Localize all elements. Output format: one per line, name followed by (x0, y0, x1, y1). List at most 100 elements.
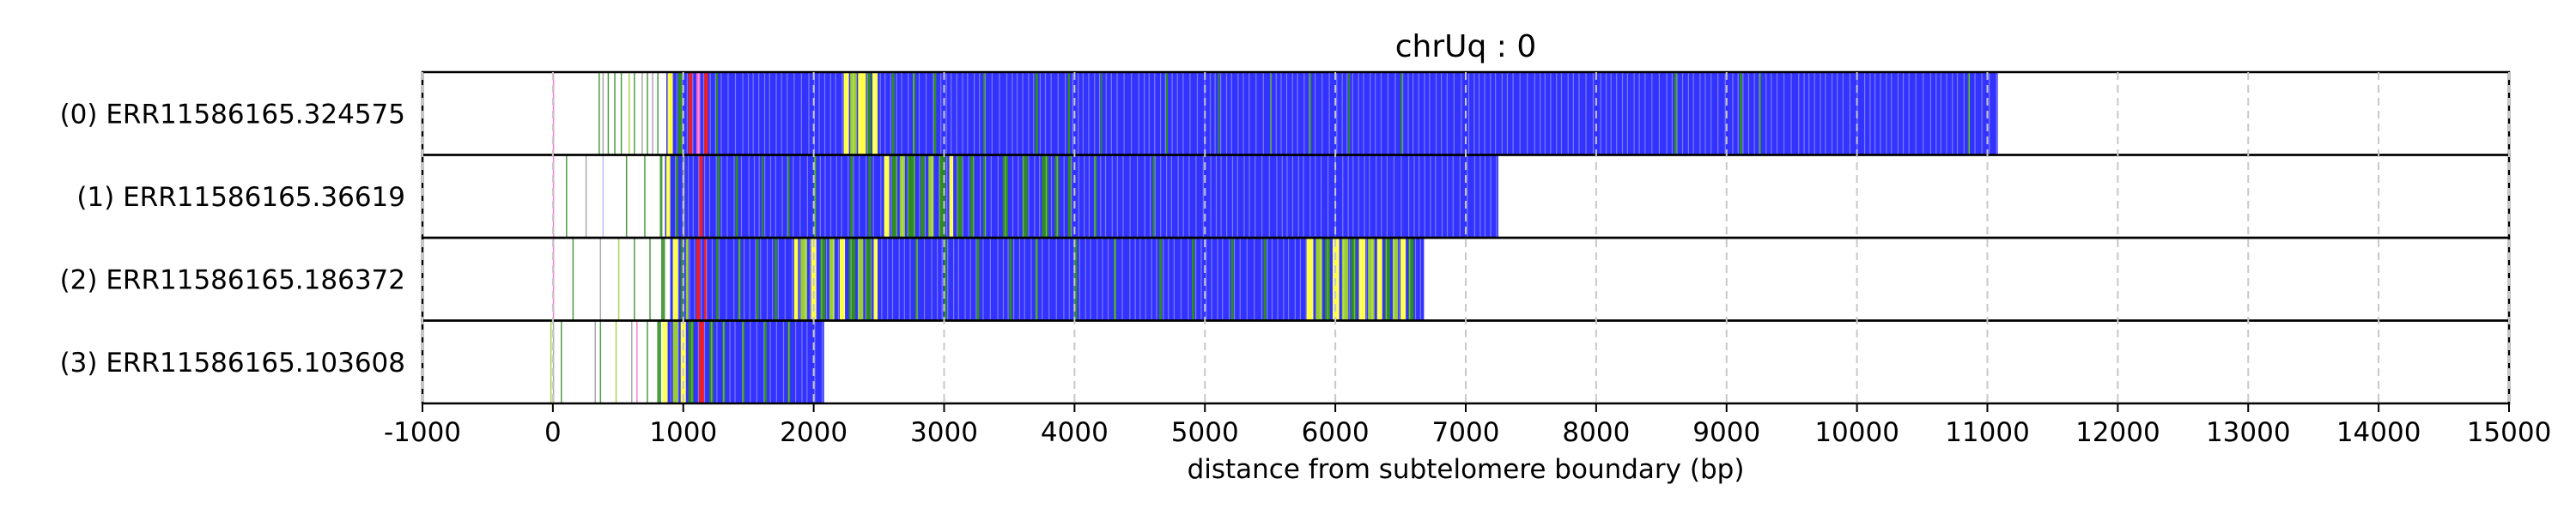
read-segment (872, 72, 878, 155)
read-texture-line (1305, 238, 1307, 321)
read-texture-line (1479, 154, 1481, 238)
read-texture-line (1297, 154, 1299, 238)
read-segment (848, 238, 856, 321)
read-segment (628, 72, 630, 155)
read-texture-line (1016, 72, 1018, 155)
read-texture-line (799, 238, 801, 321)
x-tick-label: 15000 (2467, 417, 2552, 448)
read-texture-line (806, 154, 808, 238)
read-texture-line (1328, 72, 1330, 155)
read-texture-line (815, 238, 817, 321)
read-texture-line (1400, 154, 1402, 238)
read-segment (983, 154, 987, 238)
read-texture-line (871, 238, 872, 321)
read-texture-line (890, 154, 892, 238)
read-texture-line (1353, 238, 1356, 321)
read-texture-line (1189, 72, 1191, 155)
read-texture-line (898, 238, 900, 321)
read-texture-line (1246, 238, 1248, 321)
read-segment (1400, 72, 1403, 155)
read-segment (738, 238, 741, 321)
read-texture-line (874, 72, 876, 155)
read-texture-line (1102, 238, 1103, 321)
read-segment (696, 238, 701, 321)
read-texture-line (1254, 238, 1255, 321)
read-texture-line (982, 238, 984, 321)
read-segment (1358, 238, 1366, 321)
read-segment (688, 72, 693, 155)
read-segment (709, 320, 714, 403)
read-texture-line (1088, 72, 1090, 155)
x-tick-label: 11000 (1945, 417, 2030, 448)
read-texture-line (1681, 72, 1684, 155)
read-texture-line (1139, 238, 1141, 321)
read-texture-line (1908, 72, 1910, 155)
read-texture-line (1226, 154, 1228, 238)
read-texture-line (1176, 72, 1178, 155)
read-texture-line (1039, 72, 1042, 155)
read-texture-line (711, 320, 713, 403)
read-texture-line (1704, 72, 1706, 155)
read-segment (1192, 238, 1195, 321)
read-texture-line (1495, 72, 1497, 155)
read-texture-line (1413, 154, 1415, 238)
read-texture-line (1291, 154, 1294, 238)
read-segment (891, 154, 897, 238)
read-texture-line (991, 72, 993, 155)
read-texture-line (1519, 72, 1521, 155)
read-texture-line (727, 72, 729, 155)
x-tick-label: 2000 (780, 417, 848, 448)
read-texture-line (1055, 238, 1057, 321)
read-texture-line (1182, 72, 1184, 155)
read-segment (850, 154, 854, 238)
read-texture-line (822, 320, 823, 403)
read-texture-line (733, 154, 735, 238)
read-texture-line (1276, 154, 1278, 238)
read-segment (715, 72, 718, 155)
read-segment (915, 238, 919, 321)
read-texture-line (814, 320, 816, 403)
read-texture-line (1129, 154, 1131, 238)
read-segment (666, 154, 671, 238)
read-texture-line (1012, 154, 1014, 238)
read-texture-line (675, 154, 677, 238)
read-texture-line (1262, 72, 1264, 155)
read-texture-line (973, 72, 975, 155)
read-texture-line (801, 320, 803, 403)
read-texture-line (1336, 72, 1338, 155)
read-segment (647, 320, 648, 403)
read-segment (858, 238, 864, 321)
read-segment (866, 238, 872, 321)
read-texture-line (692, 72, 694, 155)
read-segment (787, 320, 791, 403)
read-segment (683, 154, 685, 238)
read-segment (680, 238, 683, 321)
read-texture-line (925, 72, 927, 155)
read-texture-line (742, 320, 744, 403)
read-segment (907, 154, 916, 238)
read-texture-line (880, 154, 882, 238)
read-texture-line (1946, 72, 1947, 155)
x-axis-label: distance from subtelomere boundary (bp) (1188, 454, 1745, 485)
read-texture-line (1110, 72, 1112, 155)
read-texture-line (809, 238, 811, 321)
read-texture-line (1327, 154, 1329, 238)
read-texture-line (1105, 72, 1107, 155)
read-texture-line (1007, 238, 1009, 321)
read-texture-line (734, 320, 736, 403)
read-segment (625, 154, 628, 238)
read-texture-line (1082, 72, 1084, 155)
read-texture-line (1280, 72, 1282, 155)
read-segment (585, 154, 587, 238)
read-segment (1400, 238, 1406, 321)
read-segment (1152, 154, 1155, 238)
read-texture-line (1134, 238, 1136, 321)
read-segment (913, 72, 916, 155)
read-texture-line (763, 72, 766, 155)
read-texture-line (1151, 238, 1152, 321)
read-texture-line (1088, 154, 1090, 238)
read-texture-line (738, 238, 740, 321)
read-texture-line (859, 154, 860, 238)
read-texture-line (694, 238, 696, 321)
read-texture-line (1578, 72, 1580, 155)
